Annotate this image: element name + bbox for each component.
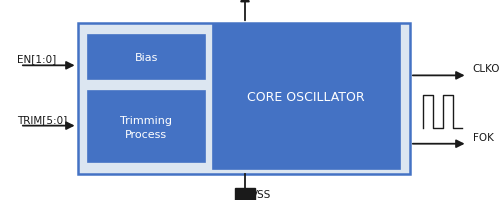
Bar	[235, 188, 255, 200]
Text: Trimming
Process: Trimming Process	[120, 115, 172, 139]
Text: EN[1:0]: EN[1:0]	[18, 54, 57, 64]
Text: CLKOUT: CLKOUT	[472, 64, 500, 74]
Bar	[88, 92, 205, 162]
Text: CORE OSCILLATOR: CORE OSCILLATOR	[248, 91, 365, 103]
Text: Bias: Bias	[134, 53, 158, 63]
Text: FOK: FOK	[472, 132, 494, 142]
Text: TRIM[5:0]: TRIM[5:0]	[18, 114, 68, 124]
Text: VSS: VSS	[251, 189, 272, 199]
Bar	[78, 24, 410, 174]
Bar	[212, 25, 400, 169]
Bar	[88, 36, 205, 80]
